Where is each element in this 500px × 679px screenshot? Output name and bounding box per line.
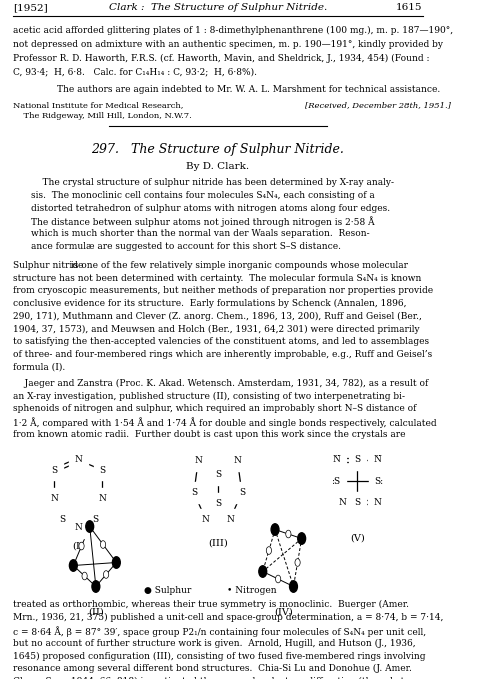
Text: S: S bbox=[215, 499, 221, 508]
Text: N: N bbox=[226, 515, 234, 524]
Text: (I): (I) bbox=[72, 542, 85, 551]
Text: N: N bbox=[74, 456, 82, 464]
Text: N: N bbox=[374, 498, 382, 507]
Circle shape bbox=[290, 581, 298, 592]
Text: S: S bbox=[52, 466, 58, 475]
Text: N: N bbox=[98, 494, 106, 502]
Text: S: S bbox=[59, 515, 65, 524]
Text: N: N bbox=[234, 456, 241, 465]
Text: to satisfying the then-accepted valencies of the constituent atoms, and led to a: to satisfying the then-accepted valencie… bbox=[13, 337, 429, 346]
Text: an X-ray investigation, published structure (II), consisting of two interpenetra: an X-ray investigation, published struct… bbox=[13, 392, 405, 401]
Text: acetic acid afforded glittering plates of 1 : 8-dimethylphenanthrene (100 mg.), : acetic acid afforded glittering plates o… bbox=[13, 26, 453, 35]
Text: [Received, December 28th, 1951.]: [Received, December 28th, 1951.] bbox=[305, 100, 451, 109]
Text: The authors are again indebted to Mr. W. A. L. Marshment for technical assistanc: The authors are again indebted to Mr. W.… bbox=[56, 85, 440, 94]
Text: Mrn., 1936, 21, 375) published a unit-cell and space-group determination, a = 8·: Mrn., 1936, 21, 375) published a unit-ce… bbox=[13, 613, 444, 622]
Text: Clark :  The Structure of Sulphur Nitride.: Clark : The Structure of Sulphur Nitride… bbox=[109, 3, 327, 12]
Text: S: S bbox=[100, 466, 105, 475]
Text: Chem. Soc., 1944, 66, 818) investigated the vapour by electron diffraction (the : Chem. Soc., 1944, 66, 818) investigated … bbox=[13, 677, 426, 679]
Text: N: N bbox=[50, 494, 58, 502]
Text: C, 93·4;  H, 6·8.   Calc. for C₁₄H₁₄ : C, 93·2;  H, 6·8%).: C, 93·4; H, 6·8. Calc. for C₁₄H₁₄ : C, 9… bbox=[13, 68, 257, 77]
Text: sphenoids of nitrogen and sulphur, which required an improbably short N–S distan: sphenoids of nitrogen and sulphur, which… bbox=[13, 405, 416, 414]
Text: but no account of further structure work is given.  Arnold, Hugill, and Hutson (: but no account of further structure work… bbox=[13, 639, 415, 648]
Text: c = 8·64 Å, β = 87° 39′, space group P2₁/n containing four molecules of S₄N₄ per: c = 8·64 Å, β = 87° 39′, space group P2₁… bbox=[13, 626, 426, 637]
Text: resonance among several different bond structures.  Chia-Si Lu and Donohue (J. A: resonance among several different bond s… bbox=[13, 664, 412, 674]
Text: conclusive evidence for its structure.  Early formulations by Schenck (Annalen, : conclusive evidence for its structure. E… bbox=[13, 299, 406, 308]
Text: structure has not been determined with certainty.  The molecular formula S₄N₄ is: structure has not been determined with c… bbox=[13, 274, 422, 282]
Text: S: S bbox=[354, 498, 360, 507]
Text: 297.   The Structure of Sulphur Nitride.: 297. The Structure of Sulphur Nitride. bbox=[92, 143, 344, 156]
Text: S:: S: bbox=[374, 477, 383, 485]
Text: (III): (III) bbox=[208, 538, 228, 547]
Text: ● Sulphur: ● Sulphur bbox=[144, 586, 191, 595]
Text: Professor R. D. Haworth, F.R.S. (cf. Haworth, Mavin, and Sheldrick, J., 1934, 45: Professor R. D. Haworth, F.R.S. (cf. Haw… bbox=[13, 54, 430, 62]
Text: :S: :S bbox=[332, 477, 340, 485]
Text: N: N bbox=[74, 523, 82, 532]
Text: Jaeger and Zanstra (Proc. K. Akad. Wetensch. Amsterdam, 1931, 34, 782), as a res: Jaeger and Zanstra (Proc. K. Akad. Weten… bbox=[13, 379, 428, 388]
Circle shape bbox=[104, 570, 108, 579]
Text: N: N bbox=[339, 498, 347, 507]
Circle shape bbox=[79, 543, 84, 550]
Text: Sulphur nitride: Sulphur nitride bbox=[13, 261, 84, 270]
Text: N: N bbox=[202, 515, 209, 524]
Circle shape bbox=[92, 581, 100, 592]
Text: The distance between sulphur atoms not joined through nitrogen is 2·58 Å: The distance between sulphur atoms not j… bbox=[30, 217, 374, 227]
Text: is one of the few relatively simple inorganic compounds whose molecular: is one of the few relatively simple inor… bbox=[68, 261, 407, 270]
Text: 1645) proposed configuration (III), consisting of two fused five-membered rings : 1645) proposed configuration (III), cons… bbox=[13, 651, 426, 661]
Text: (V): (V) bbox=[350, 533, 364, 543]
Text: S: S bbox=[354, 456, 360, 464]
Text: By D. Clark.: By D. Clark. bbox=[186, 162, 250, 171]
Text: S: S bbox=[239, 488, 245, 497]
Text: which is much shorter than the normal van der Waals separation.  Reson-: which is much shorter than the normal va… bbox=[30, 229, 369, 238]
Text: from known atomic radii.  Further doubt is cast upon this work since the crystal: from known atomic radii. Further doubt i… bbox=[13, 430, 406, 439]
Text: • Nitrogen: • Nitrogen bbox=[226, 586, 276, 595]
Circle shape bbox=[70, 559, 78, 571]
Text: N: N bbox=[194, 456, 202, 465]
Text: formula (I).: formula (I). bbox=[13, 363, 66, 372]
Circle shape bbox=[276, 575, 280, 583]
Text: 1904, 37, 1573), and Meuwsen and Holch (Ber., 1931, 64,2 301) were directed prim: 1904, 37, 1573), and Meuwsen and Holch (… bbox=[13, 325, 420, 334]
Circle shape bbox=[112, 557, 120, 568]
Text: S: S bbox=[92, 515, 98, 524]
Circle shape bbox=[100, 540, 105, 549]
Text: sis.  The monoclinic cell contains four molecules S₄N₄, each consisting of a: sis. The monoclinic cell contains four m… bbox=[30, 191, 374, 200]
Text: 290, 171), Muthmann and Clever (Z. anorg. Chem., 1896, 13, 200), Ruff and Geisel: 290, 171), Muthmann and Clever (Z. anorg… bbox=[13, 312, 422, 321]
Circle shape bbox=[259, 566, 266, 577]
Text: treated as orthorhombic, whereas their true symmetry is monoclinic.  Buerger (Am: treated as orthorhombic, whereas their t… bbox=[13, 600, 409, 610]
Circle shape bbox=[266, 547, 272, 554]
Text: N̈: N̈ bbox=[374, 456, 382, 464]
Text: (II): (II) bbox=[88, 607, 104, 617]
Text: S: S bbox=[191, 488, 197, 497]
Circle shape bbox=[295, 559, 300, 566]
Text: distorted tetrahedron of sulphur atoms with nitrogen atoms along four edges.: distorted tetrahedron of sulphur atoms w… bbox=[30, 204, 390, 213]
Circle shape bbox=[298, 533, 306, 545]
Text: of three- and four-membered rings which are inherently improbable, e.g., Ruff an: of three- and four-membered rings which … bbox=[13, 350, 432, 359]
Text: ance formulæ are suggested to account for this short S–S distance.: ance formulæ are suggested to account fo… bbox=[30, 242, 341, 251]
Text: from cryoscopic measurements, but neither methods of preparation nor properties : from cryoscopic measurements, but neithe… bbox=[13, 287, 433, 295]
Text: [1952]: [1952] bbox=[13, 3, 48, 12]
Text: S: S bbox=[215, 470, 221, 479]
Text: not depressed on admixture with an authentic specimen, m. p. 190—191°, kindly pr: not depressed on admixture with an authe… bbox=[13, 39, 443, 49]
Text: The Ridgeway, Mill Hill, London, N.W.7.: The Ridgeway, Mill Hill, London, N.W.7. bbox=[13, 112, 192, 120]
Circle shape bbox=[86, 521, 94, 532]
Text: N̈: N̈ bbox=[333, 456, 341, 464]
Text: The crystal structure of sulphur nitride has been determined by X-ray analy-: The crystal structure of sulphur nitride… bbox=[30, 178, 394, 187]
Text: (IV): (IV) bbox=[274, 607, 292, 617]
Text: 1615: 1615 bbox=[396, 3, 422, 12]
Circle shape bbox=[271, 524, 279, 535]
Circle shape bbox=[82, 572, 87, 580]
Text: 1·2 Å, compared with 1·54 Å and 1·74 Å for double and single bonds respectively,: 1·2 Å, compared with 1·54 Å and 1·74 Å f… bbox=[13, 417, 436, 428]
Circle shape bbox=[286, 530, 291, 538]
Text: National Institute for Medical Research,: National Institute for Medical Research, bbox=[13, 100, 183, 109]
